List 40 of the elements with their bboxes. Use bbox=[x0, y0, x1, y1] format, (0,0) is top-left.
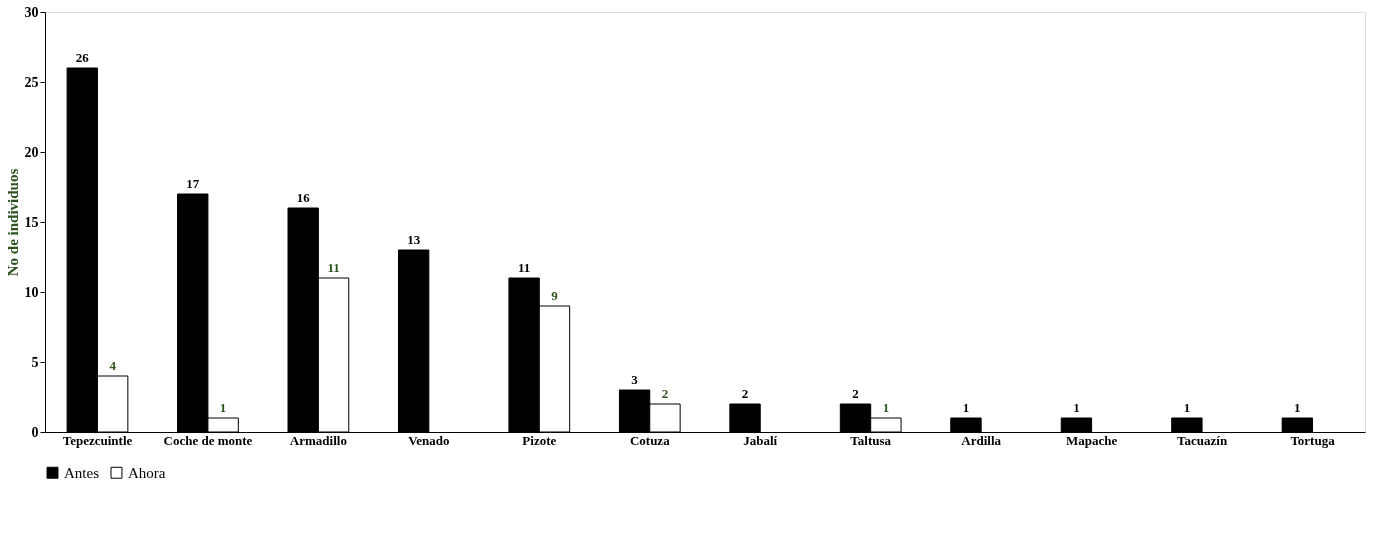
y-tick-label: 15 bbox=[24, 214, 39, 230]
x-tick-label: Cotuza bbox=[629, 432, 671, 448]
x-tick-label: Pizote bbox=[522, 432, 557, 448]
data-label: 1 bbox=[1073, 400, 1080, 415]
data-label: 1 bbox=[1183, 400, 1191, 415]
data-label: 2 bbox=[852, 386, 859, 401]
data-label: 13 bbox=[407, 232, 421, 247]
x-tick-label: Armadillo bbox=[289, 432, 347, 448]
data-label: 26 bbox=[75, 50, 90, 65]
y-tick-label: 5 bbox=[31, 354, 39, 370]
data-label: 11 bbox=[327, 260, 340, 275]
data-label: 17 bbox=[186, 176, 200, 191]
x-tick-label: Jabalí bbox=[743, 432, 778, 448]
data-label: 1 bbox=[882, 400, 890, 415]
y-tick-label: 10 bbox=[24, 284, 39, 300]
x-tick-label: Coche de monte bbox=[163, 432, 253, 448]
legend-label: Ahora bbox=[128, 464, 166, 481]
data-label: 4 bbox=[109, 358, 117, 373]
data-label: 9 bbox=[551, 288, 559, 303]
x-tick-label: Venado bbox=[408, 432, 450, 448]
data-label: 1 bbox=[962, 400, 970, 415]
data-label: 2 bbox=[661, 386, 669, 401]
data-label: 3 bbox=[631, 372, 639, 387]
y-tick-label: 0 bbox=[31, 424, 39, 440]
data-label: 16 bbox=[296, 190, 311, 205]
x-tick-label: Mapache bbox=[1065, 432, 1118, 448]
x-tick-label: Tepezcuintle bbox=[62, 432, 133, 448]
y-tick-label: 30 bbox=[24, 4, 39, 20]
x-tick-label: Taltusa bbox=[850, 432, 892, 448]
data-label: 11 bbox=[517, 260, 531, 275]
data-label: 2 bbox=[741, 386, 749, 401]
x-tick-label: Tortuga bbox=[1290, 432, 1336, 448]
x-tick-label: Tacuazín bbox=[1177, 432, 1228, 448]
data-label: 1 bbox=[1294, 400, 1301, 415]
y-axis-title: No de individuos bbox=[4, 168, 21, 277]
legend-label: Antes bbox=[64, 464, 100, 481]
y-tick-label: 25 bbox=[24, 74, 39, 90]
x-tick-label: Ardilla bbox=[961, 432, 1002, 448]
data-label: 1 bbox=[219, 400, 227, 415]
y-tick-label: 20 bbox=[24, 144, 39, 160]
